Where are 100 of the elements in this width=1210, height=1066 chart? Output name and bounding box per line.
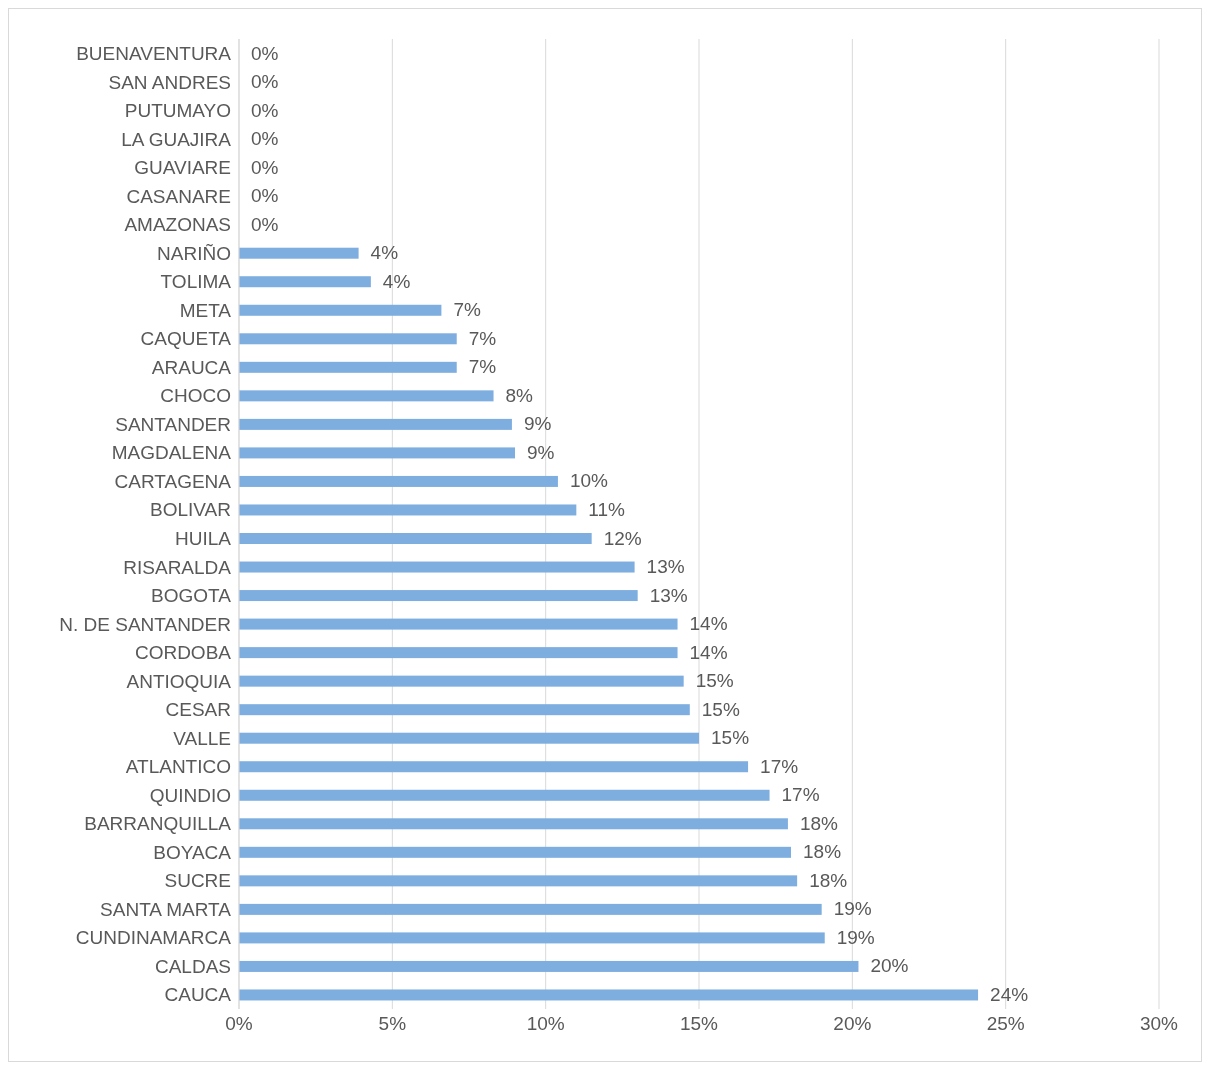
bar xyxy=(239,789,770,801)
y-tick-label: TOLIMA xyxy=(160,271,232,293)
x-tick-label: 5% xyxy=(378,1013,407,1035)
y-tick-label: MAGDALENA xyxy=(111,442,232,464)
y-tick-label: BOGOTA xyxy=(151,585,232,607)
bar xyxy=(239,647,678,659)
bar xyxy=(239,989,979,1001)
data-label: 18% xyxy=(809,869,848,891)
y-tick-label: HUILA xyxy=(175,528,232,550)
y-tick-label: NARIÑO xyxy=(157,242,231,264)
data-label: 12% xyxy=(603,527,642,549)
x-tick-label: 25% xyxy=(986,1013,1025,1035)
y-tick-label: SUCRE xyxy=(164,870,231,892)
bar xyxy=(239,304,442,316)
bar xyxy=(239,675,684,687)
x-tick-label: 10% xyxy=(526,1013,565,1035)
data-label: 19% xyxy=(833,898,872,920)
data-label: 24% xyxy=(990,983,1029,1005)
data-label: 10% xyxy=(569,470,609,492)
bar xyxy=(239,276,371,288)
bar xyxy=(239,533,592,544)
data-label: 19% xyxy=(836,926,875,948)
data-label: 13% xyxy=(646,556,685,578)
y-tick-label: SANTANDER xyxy=(115,413,231,435)
y-tick-label: CHOCO xyxy=(160,385,231,407)
data-label: 15% xyxy=(695,670,734,692)
data-label: 18% xyxy=(799,812,839,834)
data-label: 13% xyxy=(649,584,688,606)
y-tick-label: GUAVIARE xyxy=(134,157,231,179)
data-label: 0% xyxy=(251,42,279,64)
data-label: 14% xyxy=(689,613,728,635)
bar xyxy=(239,361,457,373)
data-label: 17% xyxy=(781,784,820,806)
bar xyxy=(239,447,515,459)
y-tick-label: SAN ANDRES xyxy=(108,71,231,93)
x-tick-label: 15% xyxy=(679,1013,719,1035)
x-tick-label: 20% xyxy=(833,1013,872,1035)
bar xyxy=(239,960,859,972)
y-tick-label: CASANARE xyxy=(126,185,231,207)
y-tick-label: BOLIVAR xyxy=(150,499,231,521)
data-label: 0% xyxy=(251,156,279,178)
y-tick-label: CORDOBA xyxy=(134,642,232,664)
data-label: 7% xyxy=(468,356,497,378)
y-tick-label: META xyxy=(179,299,232,321)
bar xyxy=(239,504,577,516)
y-tick-label: CUNDINAMARCA xyxy=(75,927,232,949)
data-label: 20% xyxy=(870,955,909,977)
bar xyxy=(239,732,699,744)
bar xyxy=(239,932,825,944)
y-tick-label: ANTIOQUIA xyxy=(126,670,232,692)
data-label: 8% xyxy=(505,384,534,406)
data-label: 15% xyxy=(711,727,750,749)
bar xyxy=(239,618,678,630)
y-tick-label: RISARALDA xyxy=(123,556,232,578)
data-label: 9% xyxy=(523,413,552,435)
bar xyxy=(239,846,791,858)
y-tick-label: BUENAVENTURA xyxy=(76,43,232,65)
data-label: 7% xyxy=(453,299,481,321)
data-label: 0% xyxy=(251,213,279,235)
bar xyxy=(239,818,788,830)
y-tick-label: CAUCA xyxy=(164,984,232,1006)
y-tick-label: QUINDIO xyxy=(149,784,231,806)
data-label: 0% xyxy=(251,185,279,207)
data-label: 4% xyxy=(382,270,411,292)
x-tick-label: 30% xyxy=(1139,1013,1179,1035)
y-tick-label: LA GUAJIRA xyxy=(121,128,232,150)
y-tick-label: AMAZONAS xyxy=(124,214,231,236)
y-tick-label: PUTUMAYO xyxy=(124,100,231,122)
data-label: 0% xyxy=(251,99,279,121)
bar xyxy=(239,875,798,887)
y-tick-label: CESAR xyxy=(165,699,231,721)
data-label: 17% xyxy=(760,755,799,777)
bar xyxy=(239,247,359,259)
data-label: 14% xyxy=(689,641,728,663)
bar xyxy=(239,333,457,345)
y-tick-label: VALLE xyxy=(173,727,231,749)
data-label: 11% xyxy=(588,498,626,520)
data-label: 0% xyxy=(251,128,279,150)
bar xyxy=(239,475,558,487)
data-label: 15% xyxy=(701,698,740,720)
data-label: 18% xyxy=(803,841,842,863)
bar xyxy=(239,761,749,773)
bar xyxy=(239,704,690,716)
y-tick-label: CARTAGENA xyxy=(114,470,232,492)
y-tick-label: ATLANTICO xyxy=(125,756,231,778)
y-tick-label: CALDAS xyxy=(154,955,231,977)
y-tick-label: SANTA MARTA xyxy=(100,898,232,920)
bar xyxy=(239,590,638,602)
bar xyxy=(239,903,822,915)
data-label: 9% xyxy=(527,441,555,463)
data-label: 0% xyxy=(251,71,279,93)
bar xyxy=(239,418,512,430)
data-label: 7% xyxy=(468,327,497,349)
y-tick-label: BARRANQUILLA xyxy=(84,813,232,835)
y-tick-label: BOYACA xyxy=(153,841,232,863)
x-tick-label: 0% xyxy=(225,1013,253,1035)
y-tick-label: N. DE SANTANDER xyxy=(59,613,231,635)
bar xyxy=(239,390,494,402)
y-tick-label: ARAUCA xyxy=(151,356,232,378)
data-label: 4% xyxy=(370,242,399,264)
